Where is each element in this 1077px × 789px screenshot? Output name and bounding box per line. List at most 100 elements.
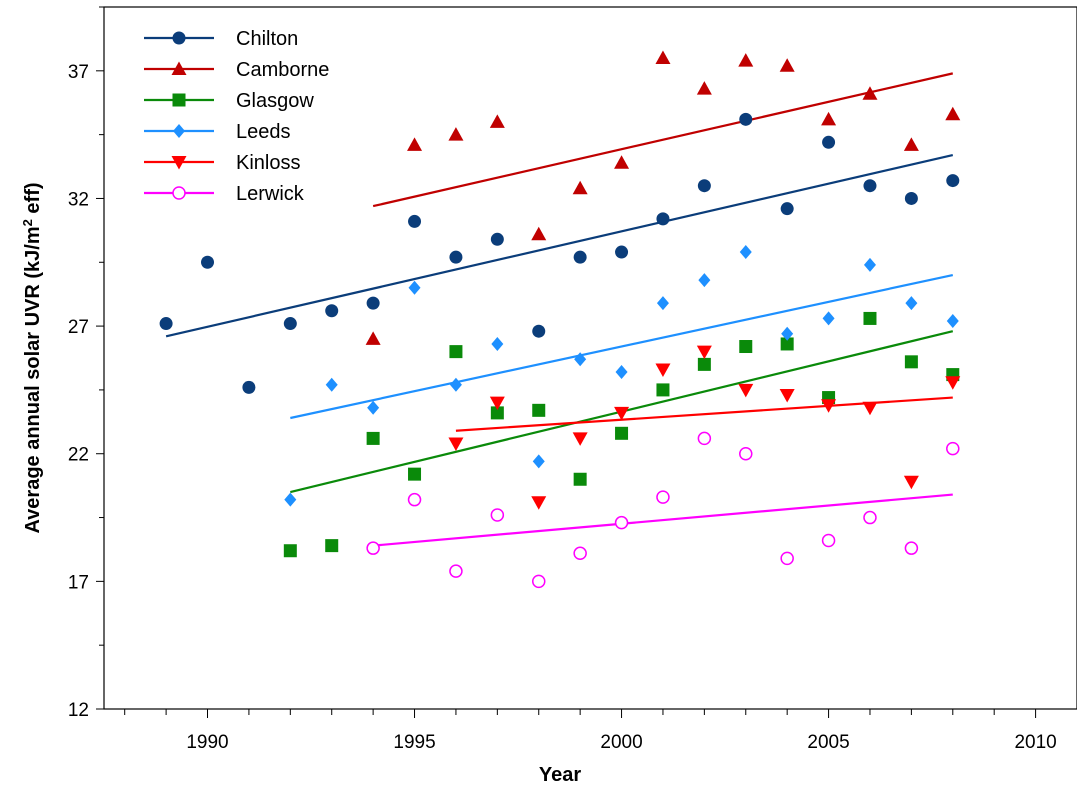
data-point-chilton <box>946 174 960 188</box>
x-tick-label: 2000 <box>600 732 642 753</box>
data-point-chilton <box>490 232 504 246</box>
data-point-glasgow <box>449 345 463 359</box>
data-point-camborne <box>572 180 588 195</box>
data-point-chilton <box>822 135 836 149</box>
data-point-camborne <box>489 114 505 128</box>
data-point-chilton <box>697 179 711 193</box>
data-point-kinloss <box>572 432 588 446</box>
data-point-leeds <box>781 326 794 341</box>
data-point-kinloss <box>655 363 671 377</box>
data-point-glasgow <box>780 337 794 351</box>
y-tick-label: 27 <box>68 317 89 338</box>
data-point-camborne <box>903 137 919 151</box>
legend-label-glasgow: Glasgow <box>236 90 314 112</box>
data-point-chilton <box>904 191 918 205</box>
data-point-lerwick <box>573 546 587 561</box>
data-point-kinloss <box>531 496 547 510</box>
data-point-chilton <box>656 212 670 226</box>
legend-label-leeds: Leeds <box>236 121 291 143</box>
data-point-lerwick <box>366 541 380 555</box>
data-point-glasgow <box>739 340 753 354</box>
y-axis-title-tail: eff) <box>22 182 44 219</box>
data-point-chilton <box>532 324 546 338</box>
data-point-chilton <box>739 112 753 126</box>
y-axis-title-superscript: 2 <box>20 219 35 226</box>
data-point-leeds <box>532 454 545 469</box>
data-point-glasgow <box>283 544 297 558</box>
data-point-chilton <box>159 317 173 331</box>
data-point-camborne <box>531 226 547 241</box>
data-point-kinloss <box>448 437 464 452</box>
data-point-kinloss <box>489 396 505 411</box>
data-points <box>159 50 961 589</box>
data-point-chilton <box>449 250 463 264</box>
plot-frame <box>103 6 1077 710</box>
legend-marker-leeds <box>173 124 185 138</box>
data-point-camborne <box>779 58 795 72</box>
y-axis-title: Average annual solar UVR (kJ/m2 eff) <box>20 182 45 533</box>
data-point-leeds <box>822 311 835 326</box>
y-axis-title-main: Average annual solar UVR (kJ/m <box>22 226 44 533</box>
data-point-leeds <box>615 365 628 380</box>
data-point-leeds <box>408 280 421 295</box>
trend-line-chilton <box>165 153 954 338</box>
data-point-lerwick <box>656 490 670 504</box>
data-point-chilton <box>242 380 256 394</box>
data-point-glasgow <box>615 426 629 440</box>
data-point-kinloss <box>614 406 630 421</box>
data-point-leeds <box>946 313 959 328</box>
data-point-leeds <box>574 352 587 367</box>
data-point-camborne <box>862 86 878 100</box>
data-point-glasgow <box>325 539 339 553</box>
data-point-glasgow <box>573 472 587 486</box>
data-point-chilton <box>573 250 587 264</box>
data-point-lerwick <box>407 492 422 507</box>
data-point-lerwick <box>821 533 836 548</box>
data-point-camborne <box>614 155 630 169</box>
data-point-kinloss <box>945 376 961 390</box>
data-point-lerwick <box>614 515 629 530</box>
trend-line-lerwick <box>373 493 953 547</box>
data-point-lerwick <box>946 441 960 456</box>
data-point-glasgow <box>656 383 670 397</box>
legend-marker-camborne <box>171 61 187 75</box>
legend-label-lerwick: Lerwick <box>236 183 305 205</box>
y-tick-label: 32 <box>68 189 89 210</box>
data-point-glasgow <box>697 357 711 371</box>
data-point-chilton <box>325 304 339 318</box>
x-tick-label: 1990 <box>186 732 228 753</box>
legend-label-chilton: Chilton <box>236 28 298 50</box>
data-point-chilton <box>863 179 877 193</box>
legend-marker-glasgow <box>172 93 186 107</box>
trend-line-leeds <box>290 273 954 420</box>
x-tick-label: 2005 <box>807 732 849 753</box>
data-point-lerwick <box>780 551 794 566</box>
trend-line-camborne <box>372 72 954 208</box>
data-point-leeds <box>739 245 752 260</box>
data-point-camborne <box>407 137 423 151</box>
data-point-leeds <box>905 296 918 311</box>
data-point-chilton <box>283 317 297 331</box>
legend-label-kinloss: Kinloss <box>236 152 300 174</box>
data-point-lerwick <box>531 574 546 589</box>
axes: 1990 1995 2000 2005 2010 12 17 22 27 32 37 <box>68 6 1057 753</box>
data-point-glasgow <box>904 355 918 369</box>
data-point-camborne <box>448 127 464 141</box>
legend-label-camborne: Camborne <box>236 59 329 81</box>
data-point-glasgow <box>408 467 422 481</box>
y-tick-label: 17 <box>68 572 89 593</box>
legend: Chilton Camborne Glasgow Leeds Kinloss Lerwic… <box>144 28 329 205</box>
y-tick-label: 12 <box>68 700 89 721</box>
data-point-glasgow <box>863 311 877 325</box>
data-point-kinloss <box>903 475 919 490</box>
y-tick-label: 37 <box>68 62 89 83</box>
y-tick-label: 22 <box>68 445 89 466</box>
data-point-camborne <box>945 106 961 121</box>
data-point-leeds <box>449 377 462 392</box>
data-point-lerwick <box>697 431 712 446</box>
data-point-camborne <box>738 53 754 67</box>
data-point-chilton <box>780 202 794 216</box>
data-point-kinloss <box>738 383 754 398</box>
x-tick-label: 2010 <box>1014 732 1056 753</box>
data-point-glasgow <box>532 403 546 417</box>
